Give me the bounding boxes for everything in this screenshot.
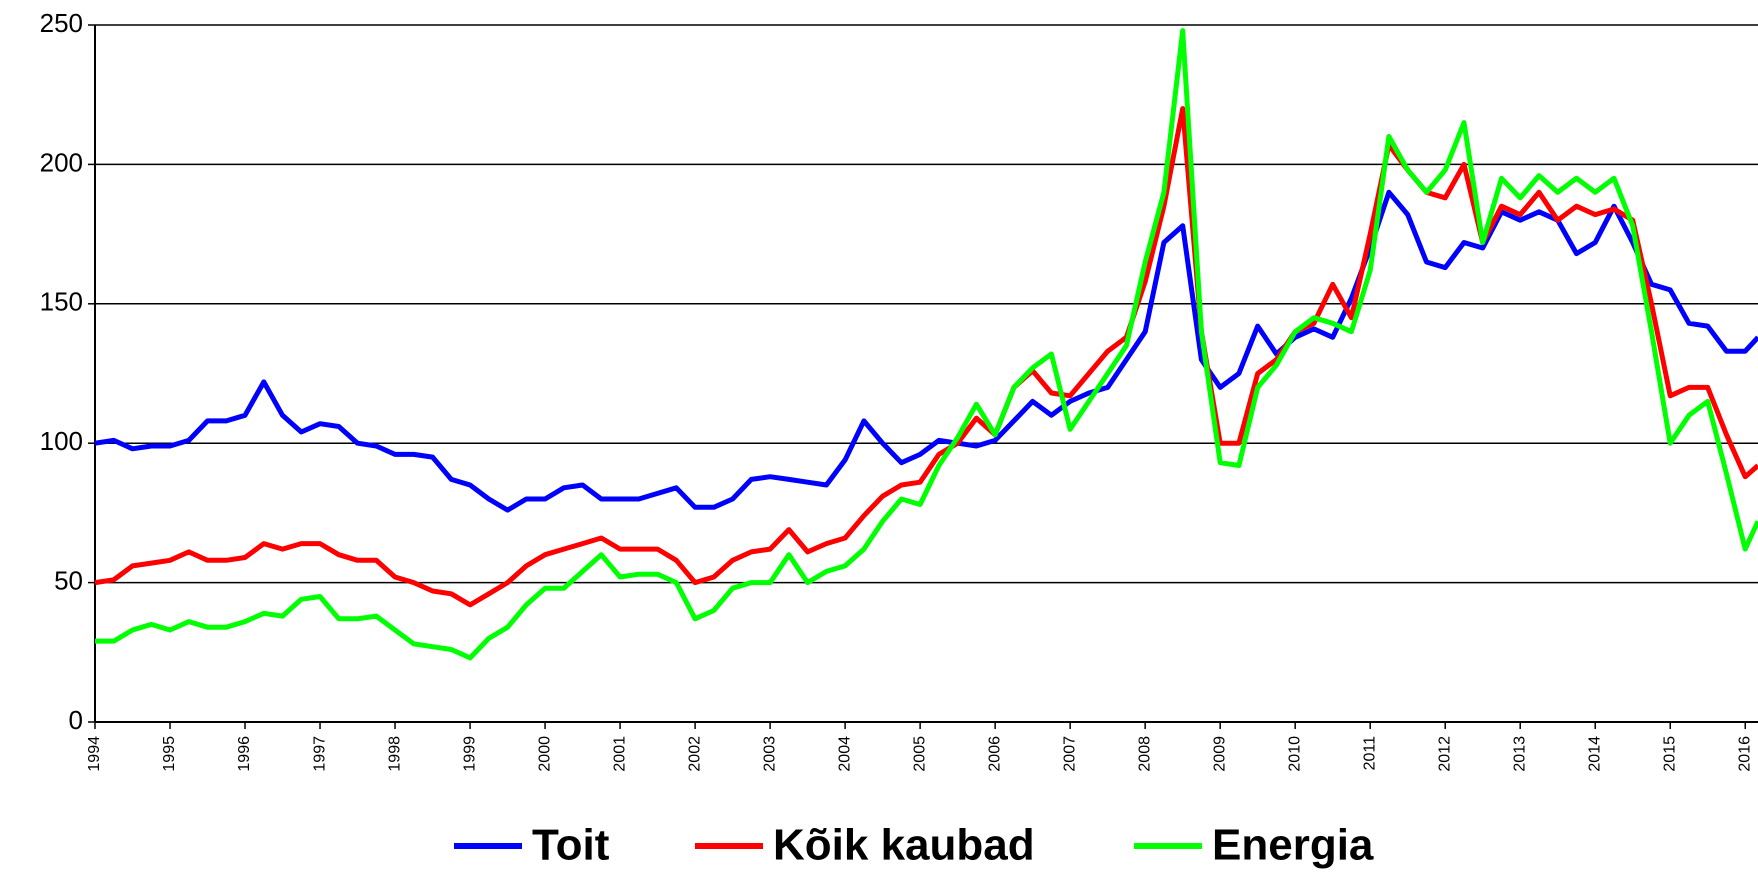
legend-label: Energia bbox=[1212, 821, 1374, 870]
y-tick-label: 250 bbox=[40, 8, 83, 38]
x-tick-label: 2011 bbox=[1361, 736, 1378, 771]
y-tick-label: 100 bbox=[40, 426, 83, 456]
x-tick-label: 2010 bbox=[1286, 736, 1303, 772]
x-tick-label: 2008 bbox=[1136, 736, 1153, 772]
x-tick-label: 1995 bbox=[161, 736, 178, 772]
y-tick-label: 0 bbox=[69, 705, 83, 735]
y-tick-label: 200 bbox=[40, 147, 83, 177]
y-tick-label: 50 bbox=[54, 565, 83, 595]
x-tick-label: 1997 bbox=[311, 736, 328, 772]
x-tick-label: 2015 bbox=[1661, 736, 1678, 772]
legend-label: Kõik kaubad bbox=[773, 821, 1035, 870]
x-tick-label: 2007 bbox=[1061, 736, 1078, 772]
x-tick-label: 2004 bbox=[836, 736, 853, 772]
x-tick-label: 1996 bbox=[236, 736, 253, 772]
x-tick-label: 2005 bbox=[911, 736, 928, 772]
x-tick-label: 1999 bbox=[461, 736, 478, 772]
x-tick-label: 2006 bbox=[986, 736, 1003, 772]
series-line bbox=[95, 28, 1758, 661]
x-tick-label: 2012 bbox=[1436, 736, 1453, 772]
x-tick-label: 2014 bbox=[1586, 736, 1603, 772]
x-tick-label: 1994 bbox=[86, 736, 103, 772]
x-tick-label: 2013 bbox=[1511, 736, 1528, 772]
y-tick-label: 150 bbox=[40, 287, 83, 317]
series-line bbox=[94, 189, 1758, 513]
x-tick-label: 1998 bbox=[386, 736, 403, 772]
x-tick-label: 2000 bbox=[536, 736, 553, 772]
x-tick-label: 2009 bbox=[1211, 736, 1228, 772]
legend-label: Toit bbox=[532, 821, 610, 870]
x-tick-label: 2002 bbox=[686, 736, 703, 772]
x-tick-label: 2016 bbox=[1736, 736, 1753, 772]
x-tick-label: 2003 bbox=[761, 736, 778, 772]
x-tick-label: 2001 bbox=[611, 736, 628, 772]
